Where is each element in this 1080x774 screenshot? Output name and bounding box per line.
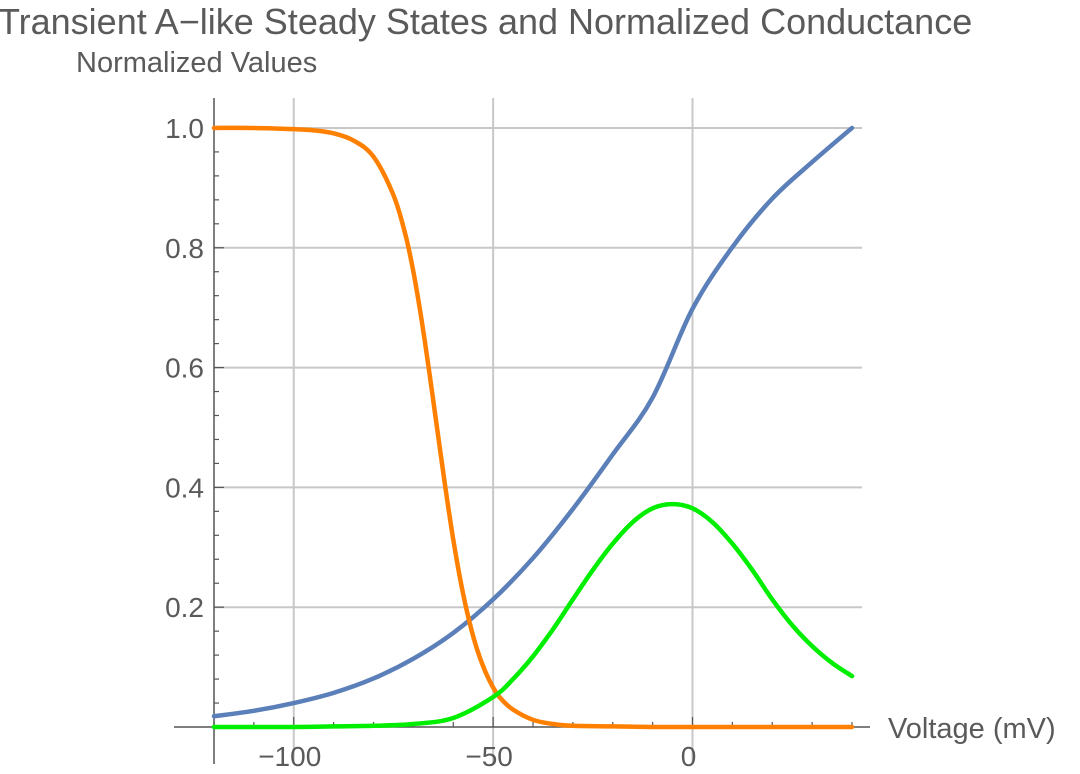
y-tick-label: 0.6 (165, 353, 204, 384)
x-tick-label: 0 (681, 741, 697, 772)
y-tick-label: 0.8 (165, 233, 204, 264)
x-tick-label: −50 (465, 741, 513, 772)
axes (174, 98, 870, 764)
series-line-3 (211, 501, 855, 730)
series-lines (211, 125, 855, 730)
series-line-1 (211, 125, 855, 719)
grid-lines (214, 98, 862, 764)
chart-title: Transient A−like Steady States and Norma… (0, 1, 972, 42)
y-tick-label: 0.4 (165, 472, 204, 503)
y-tick-label: 1.0 (165, 113, 204, 144)
y-tick-label: 0.2 (165, 592, 204, 623)
x-axis-label: Voltage (mV) (888, 713, 1056, 745)
x-tick-label: −100 (258, 741, 321, 772)
y-axis-label: Normalized Values (76, 47, 317, 79)
series-line-2 (211, 125, 855, 730)
tick-labels: 0.2 0.4 0.6 0.8 1.0 −100 −50 0 (165, 113, 696, 772)
